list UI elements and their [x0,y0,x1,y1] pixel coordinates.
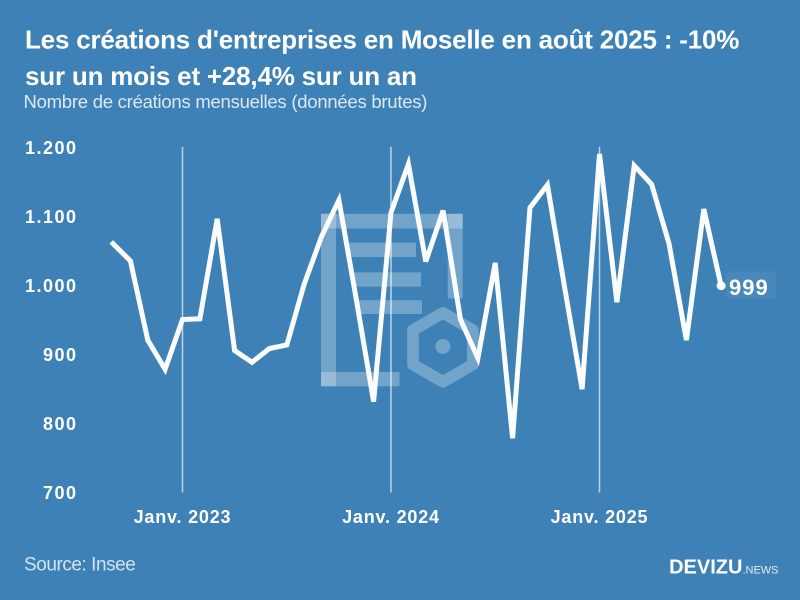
svg-text:800: 800 [43,414,78,434]
svg-text:Les créations d'entreprises en: Les créations d'entreprises en Moselle e… [25,25,739,55]
svg-text:999: 999 [729,275,769,300]
svg-text:DEVIZU.NEWS: DEVIZU.NEWS [669,557,778,579]
svg-text:1.100: 1.100 [25,207,78,227]
svg-text:sur un mois et +28,4% sur un a: sur un mois et +28,4% sur un an [25,61,417,91]
svg-text:Janv. 2025: Janv. 2025 [551,507,649,527]
svg-text:1.200: 1.200 [25,138,78,158]
svg-text:700: 700 [43,483,78,503]
svg-text:900: 900 [43,345,78,365]
svg-text:Source: Insee: Source: Insee [24,555,135,576]
svg-text:Nombre de créations mensuelles: Nombre de créations mensuelles (données … [24,91,428,112]
svg-text:Janv. 2023: Janv. 2023 [134,507,232,527]
svg-text:Janv. 2024: Janv. 2024 [342,507,440,527]
svg-text:1.000: 1.000 [25,276,78,296]
